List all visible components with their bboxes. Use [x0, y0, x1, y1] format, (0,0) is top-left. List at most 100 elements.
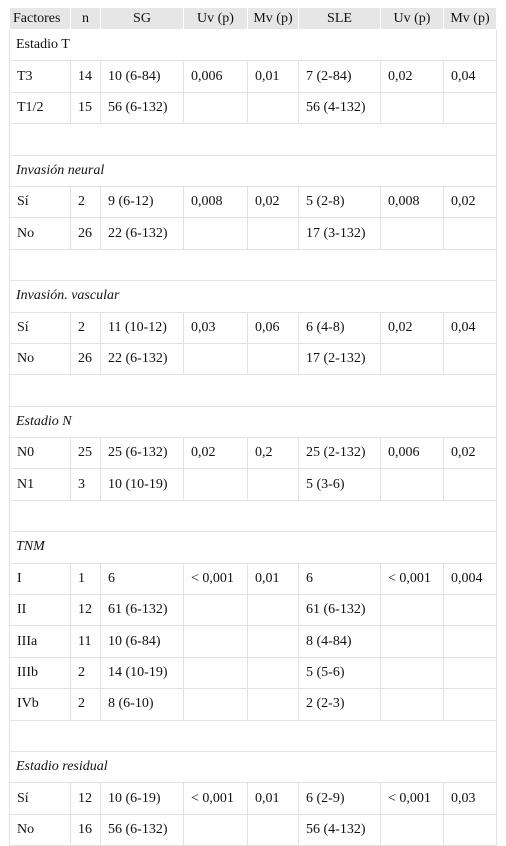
cell: Sí — [9, 185, 71, 219]
spacer-cell — [9, 248, 497, 282]
data-row: IIIb 2 14 (10-19) 5 (5-6) — [9, 656, 497, 690]
data-row: Sí 2 11 (10-12) 0,03 0,06 6 (4-8) 0,02 0,04 — [9, 311, 497, 344]
empty-cell — [380, 342, 444, 376]
cell: 0,02 — [443, 185, 497, 219]
group-title-row: Invasión. vascular — [9, 280, 497, 313]
group-title-row: Estadio residual — [9, 750, 497, 784]
header-cell: Factores — [9, 7, 71, 30]
cell: 0,02 — [380, 60, 444, 93]
cell: 7 (2-84) — [298, 60, 381, 93]
cell: IIIa — [9, 625, 71, 658]
spacer-row — [9, 719, 497, 752]
cell: 0,06 — [247, 311, 299, 344]
cell: IVb — [9, 688, 71, 721]
data-row: No 16 56 (6-132) 56 (4-132) — [9, 813, 497, 846]
empty-cell — [443, 656, 497, 690]
spacer-row — [9, 374, 497, 407]
cell: 0,006 — [380, 437, 444, 470]
cell: 22 (6-132) — [100, 217, 184, 250]
cell: 0,02 — [247, 185, 299, 219]
cell: 0,008 — [380, 185, 444, 219]
cell: 25 (6-132) — [100, 437, 184, 470]
cell: II — [9, 594, 71, 627]
header-cell: Uv (p) — [183, 7, 248, 30]
header-cell: Mv (p) — [443, 7, 497, 30]
empty-cell — [380, 656, 444, 690]
cell: 0,004 — [443, 562, 497, 596]
cell: 5 (3-6) — [298, 468, 381, 501]
cell: 10 (6-84) — [100, 625, 184, 658]
empty-cell — [443, 625, 497, 658]
empty-cell — [443, 813, 497, 846]
empty-cell — [380, 625, 444, 658]
cell: 0,01 — [247, 562, 299, 596]
empty-cell — [443, 688, 497, 721]
empty-cell — [443, 468, 497, 501]
cell: 5 (2-8) — [298, 185, 381, 219]
cell: 56 (6-132) — [100, 813, 184, 846]
cell: 10 (6-84) — [100, 60, 184, 93]
page: Factores n SG Uv (p) Mv (p) SLE Uv (p) Mv (p) E… — [9, 7, 497, 846]
cell: 6 — [298, 562, 381, 596]
empty-cell — [183, 468, 248, 501]
cell: 1 — [70, 562, 101, 596]
cell: No — [9, 342, 71, 376]
cell: N0 — [9, 437, 71, 470]
empty-cell — [443, 594, 497, 627]
cell: 56 (6-132) — [100, 91, 184, 125]
empty-cell — [443, 91, 497, 125]
cell: 6 — [100, 562, 184, 596]
cell: 25 — [70, 437, 101, 470]
data-row: Sí 2 9 (6-12) 0,008 0,02 5 (2-8) 0,008 0,02 — [9, 185, 497, 219]
empty-cell — [183, 342, 248, 376]
group-title: Estadio T — [9, 28, 497, 62]
empty-cell — [380, 813, 444, 846]
header-cell: SLE — [298, 7, 381, 30]
cell: 14 (10-19) — [100, 656, 184, 690]
cell: 0,2 — [247, 437, 299, 470]
spacer-row — [9, 248, 497, 282]
cell: < 0,001 — [183, 782, 248, 815]
data-row: IVb 2 8 (6-10) 2 (2-3) — [9, 688, 497, 721]
empty-cell — [183, 217, 248, 250]
cell: T1/2 — [9, 91, 71, 125]
cell: 61 (6-132) — [100, 594, 184, 627]
cell: 11 — [70, 625, 101, 658]
cell: 2 — [70, 656, 101, 690]
cell: 56 (4-132) — [298, 91, 381, 125]
cell: 11 (10-12) — [100, 311, 184, 344]
header-cell: SG — [100, 7, 184, 30]
cell: 6 (2-9) — [298, 782, 381, 815]
data-row: Sí 12 10 (6-19) < 0,001 0,01 6 (2-9) < 0,001 0,… — [9, 782, 497, 815]
spacer-cell — [9, 719, 497, 752]
group-title-row: Estadio T — [9, 28, 497, 62]
cell: 12 — [70, 782, 101, 815]
cell: 6 (4-8) — [298, 311, 381, 344]
cell: No — [9, 217, 71, 250]
cell: < 0,001 — [380, 562, 444, 596]
data-row: No 26 22 (6-132) 17 (3-132) — [9, 217, 497, 250]
cell: Sí — [9, 311, 71, 344]
empty-cell — [183, 625, 248, 658]
group-title: Estadio N — [9, 405, 497, 439]
empty-cell — [380, 91, 444, 125]
cell: 2 — [70, 185, 101, 219]
cell: 8 (6-10) — [100, 688, 184, 721]
data-row: No 26 22 (6-132) 17 (2-132) — [9, 342, 497, 376]
empty-cell — [247, 625, 299, 658]
empty-cell — [247, 468, 299, 501]
spacer-row — [9, 123, 497, 156]
cell: 15 — [70, 91, 101, 125]
group-title-row: Estadio N — [9, 405, 497, 439]
header-row: Factores n SG Uv (p) Mv (p) SLE Uv (p) Mv (p) — [9, 7, 497, 30]
empty-cell — [380, 594, 444, 627]
empty-cell — [247, 656, 299, 690]
cell: 26 — [70, 217, 101, 250]
empty-cell — [247, 91, 299, 125]
cell: 0,02 — [183, 437, 248, 470]
empty-cell — [247, 594, 299, 627]
cell: Sí — [9, 782, 71, 815]
cell: 10 (10-19) — [100, 468, 184, 501]
cell: 2 — [70, 688, 101, 721]
cell: 0,04 — [443, 60, 497, 93]
